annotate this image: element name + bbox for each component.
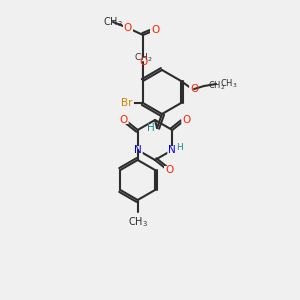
Text: CH$_3$: CH$_3$ xyxy=(128,215,148,229)
FancyBboxPatch shape xyxy=(189,85,199,93)
Text: H: H xyxy=(147,123,155,133)
FancyBboxPatch shape xyxy=(150,26,160,34)
Text: N: N xyxy=(134,145,142,155)
FancyBboxPatch shape xyxy=(123,24,133,32)
Text: H: H xyxy=(176,143,183,152)
FancyBboxPatch shape xyxy=(181,116,191,124)
Text: O: O xyxy=(182,115,190,125)
Text: O: O xyxy=(151,25,159,35)
FancyBboxPatch shape xyxy=(167,146,177,154)
Text: CH$_2$: CH$_2$ xyxy=(208,80,225,92)
Text: CH$_3$: CH$_3$ xyxy=(220,78,238,90)
Text: Br: Br xyxy=(121,98,133,108)
Text: O: O xyxy=(124,23,132,33)
Text: O: O xyxy=(139,57,147,67)
Text: CH$_3$: CH$_3$ xyxy=(103,15,123,29)
Text: O: O xyxy=(120,115,128,125)
FancyBboxPatch shape xyxy=(146,124,156,132)
Text: CH$_2$: CH$_2$ xyxy=(134,52,152,64)
FancyBboxPatch shape xyxy=(120,99,134,107)
Text: N: N xyxy=(168,145,176,155)
FancyBboxPatch shape xyxy=(119,116,129,124)
FancyBboxPatch shape xyxy=(133,146,143,154)
Text: O: O xyxy=(190,84,198,94)
Text: O: O xyxy=(165,165,173,175)
FancyBboxPatch shape xyxy=(164,166,174,174)
FancyBboxPatch shape xyxy=(138,58,148,66)
